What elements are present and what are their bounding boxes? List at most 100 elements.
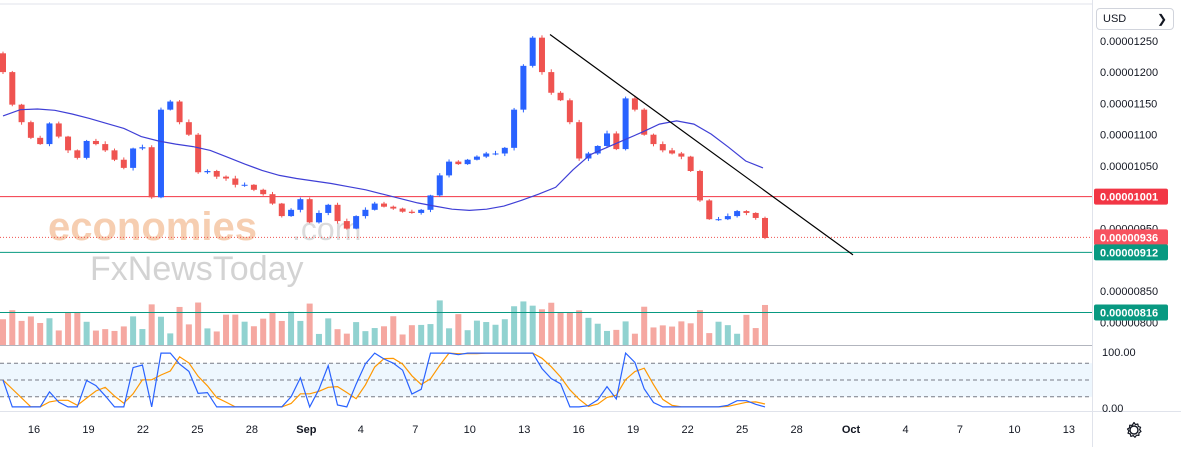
candle-body bbox=[250, 184, 257, 190]
candle-body bbox=[436, 175, 443, 196]
candle-body bbox=[232, 178, 239, 185]
time-tick-label: 7 bbox=[957, 424, 963, 436]
candle-body bbox=[157, 109, 164, 198]
candle-body bbox=[269, 194, 276, 204]
candle-body bbox=[678, 153, 685, 157]
candle-body bbox=[446, 161, 453, 176]
candle-body bbox=[622, 98, 629, 150]
candle-body bbox=[37, 137, 44, 145]
volume-bar bbox=[223, 314, 230, 345]
volume-bar bbox=[213, 331, 220, 345]
volume-bar bbox=[557, 312, 564, 345]
candle-body bbox=[604, 133, 611, 146]
volume-bar bbox=[297, 320, 304, 345]
candle-body bbox=[687, 156, 694, 172]
volume-bar bbox=[446, 328, 453, 345]
candle-body bbox=[9, 72, 16, 105]
candle-body bbox=[538, 37, 545, 73]
volume-bar bbox=[381, 326, 387, 345]
volume-bar bbox=[576, 310, 583, 345]
price-tag-label: 0.00001001 bbox=[1100, 192, 1158, 204]
volume-bar bbox=[483, 322, 490, 345]
candlesticks[interactable] bbox=[0, 35, 768, 240]
volume-bar bbox=[604, 330, 611, 345]
volume-bar bbox=[752, 328, 759, 345]
volume-bar bbox=[529, 305, 536, 345]
price-tag bbox=[1094, 304, 1168, 321]
volume-bar bbox=[631, 333, 638, 345]
candle-body bbox=[315, 212, 322, 223]
candle-body bbox=[724, 216, 731, 220]
volume-bar bbox=[585, 317, 592, 345]
time-tick-label: 4 bbox=[902, 424, 908, 436]
volume-bar bbox=[260, 318, 267, 345]
price-tick-label: 0.00001150 bbox=[1100, 98, 1157, 110]
candle-body bbox=[762, 217, 768, 238]
volume-bar bbox=[65, 312, 72, 345]
candle-body bbox=[381, 203, 387, 207]
volume-bar bbox=[139, 329, 146, 345]
price-tick-label: 0.00001050 bbox=[1100, 161, 1158, 173]
volume-bar bbox=[195, 302, 202, 345]
volume-bar bbox=[185, 324, 192, 345]
candle-body bbox=[548, 72, 555, 93]
candle-body bbox=[148, 147, 155, 198]
candle-body bbox=[390, 206, 397, 209]
candle-body bbox=[325, 204, 332, 213]
trendline-layer[interactable] bbox=[549, 34, 854, 256]
horizontal-levels[interactable] bbox=[0, 196, 1092, 313]
volume-bar bbox=[696, 310, 703, 345]
candle-body bbox=[455, 161, 462, 165]
volume-bar bbox=[232, 314, 239, 345]
volume-bar bbox=[473, 320, 480, 345]
volume-bar bbox=[492, 324, 499, 345]
candle-body bbox=[659, 144, 666, 151]
candle-body bbox=[176, 101, 183, 123]
candle-body bbox=[557, 92, 564, 101]
time-tick-label: 10 bbox=[1008, 424, 1020, 436]
time-tick-label: 10 bbox=[464, 424, 476, 436]
candle-body bbox=[483, 153, 490, 157]
volume-bar bbox=[74, 312, 81, 345]
price-tag-label: 0.00000936 bbox=[1100, 232, 1158, 244]
volume-bars bbox=[0, 300, 768, 345]
time-tick-label: 22 bbox=[137, 424, 149, 436]
candle-body bbox=[130, 148, 137, 168]
volume-bar bbox=[130, 316, 137, 345]
volume-bar bbox=[650, 327, 657, 345]
volume-bar bbox=[343, 333, 350, 345]
volume-bar bbox=[9, 310, 16, 345]
volume-bar bbox=[288, 311, 295, 345]
candle-body bbox=[223, 176, 230, 179]
volume-bar bbox=[390, 316, 397, 345]
currency-select[interactable]: USD ❯ bbox=[1096, 8, 1174, 30]
candle-body bbox=[55, 123, 62, 137]
candle-body bbox=[334, 204, 341, 222]
candle-body bbox=[696, 171, 703, 201]
volume-bar bbox=[399, 334, 406, 345]
time-tick-label: 16 bbox=[28, 424, 40, 436]
candle-body bbox=[111, 150, 118, 160]
candle-body bbox=[418, 209, 425, 213]
time-tick-label: Sep bbox=[296, 424, 316, 436]
volume-bar bbox=[334, 329, 341, 345]
candle-body bbox=[520, 65, 527, 110]
volume-bar bbox=[641, 306, 648, 345]
price-tag-label: 0.00000816 bbox=[1100, 307, 1158, 319]
volume-bar bbox=[111, 330, 118, 345]
candle-body bbox=[492, 153, 499, 155]
time-tick-label: 16 bbox=[573, 424, 585, 436]
candle-body bbox=[501, 147, 508, 154]
gear-icon[interactable] bbox=[1124, 420, 1144, 440]
volume-bar bbox=[0, 319, 6, 345]
currency-label: USD bbox=[1103, 13, 1127, 25]
volume-bar bbox=[148, 304, 155, 345]
volume-bar bbox=[18, 320, 25, 345]
time-tick-label: 13 bbox=[1063, 424, 1075, 436]
volume-bar bbox=[315, 333, 322, 345]
volume-bar bbox=[371, 328, 378, 345]
candle-body bbox=[27, 122, 34, 138]
volume-bar bbox=[734, 333, 741, 345]
